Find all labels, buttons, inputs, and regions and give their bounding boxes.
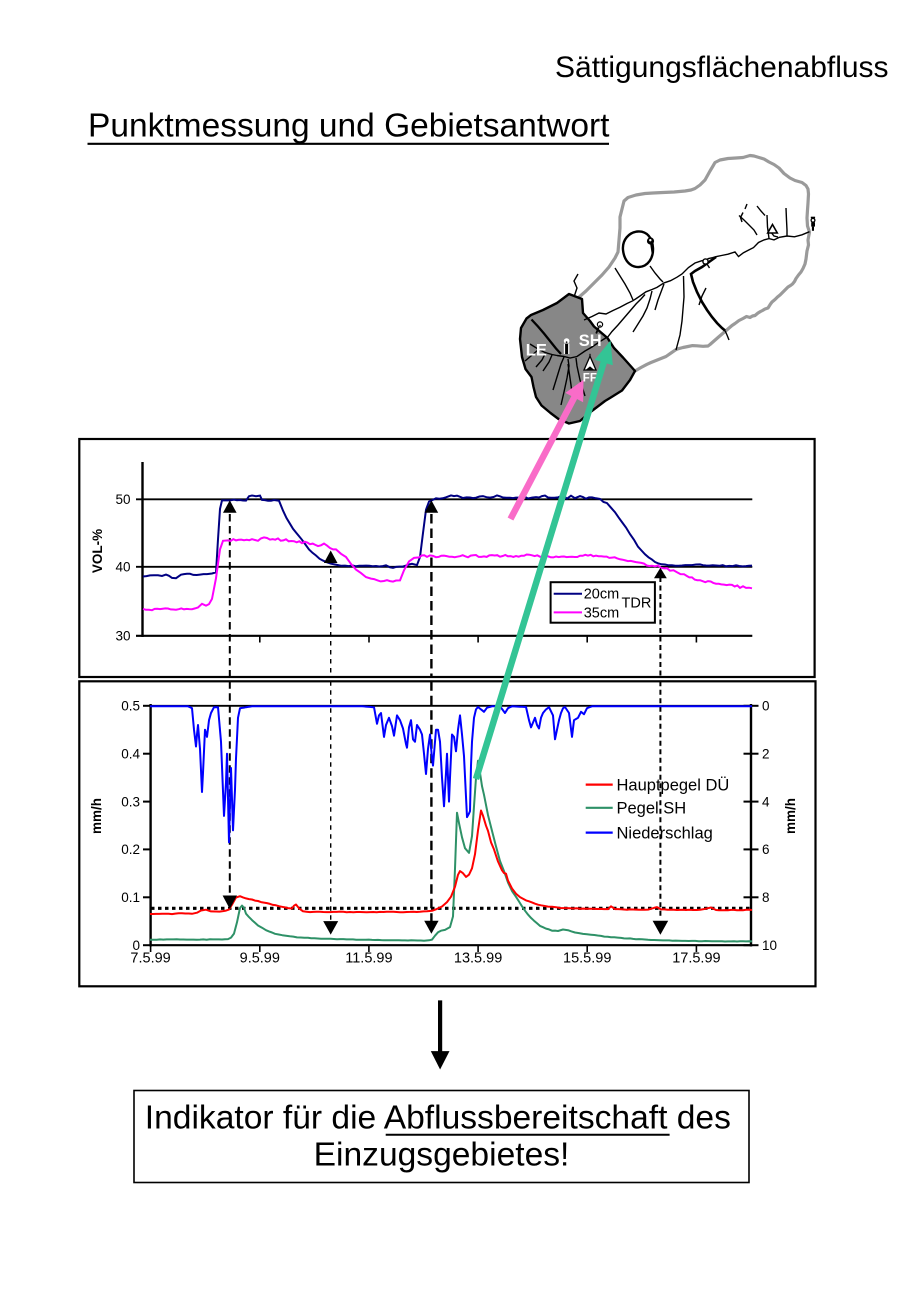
svg-text:mm/h: mm/h [783,798,798,834]
svg-text:8: 8 [762,890,770,905]
svg-text:0.3: 0.3 [121,794,140,809]
svg-text:2: 2 [762,747,770,762]
svg-text:Einzugsgebietes!: Einzugsgebietes! [314,1137,570,1174]
svg-text:7.5.99: 7.5.99 [130,951,170,967]
svg-text:LE: LE [526,342,547,360]
svg-text:0: 0 [132,938,140,953]
svg-text:Niederschlag: Niederschlag [617,824,713,842]
svg-text:13.5.99: 13.5.99 [454,951,502,967]
svg-text:4: 4 [762,794,770,809]
svg-text:0.4: 0.4 [121,747,140,762]
svg-text:6: 6 [762,842,770,857]
svg-text:11.5.99: 11.5.99 [345,951,392,967]
svg-text:Pegel SH: Pegel SH [617,800,687,818]
svg-text:0.1: 0.1 [121,890,140,905]
svg-text:10: 10 [762,938,777,953]
svg-text:20cm: 20cm [584,587,619,603]
svg-text:30: 30 [115,629,130,644]
svg-text:VOL-%: VOL-% [90,529,105,573]
svg-text:35cm: 35cm [584,605,619,621]
svg-text:40: 40 [115,560,130,575]
svg-text:9.5.99: 9.5.99 [240,951,280,967]
svg-text:17.5.99: 17.5.99 [672,951,720,967]
svg-text:0: 0 [762,699,770,714]
svg-text:TDR: TDR [622,596,652,612]
svg-text:Punktmessung und Gebietsantwor: Punktmessung und Gebietsantwort [88,108,610,145]
svg-text:15.5.99: 15.5.99 [563,951,611,967]
svg-text:SH: SH [579,332,602,350]
svg-text:0.5: 0.5 [121,699,140,714]
svg-text:0.2: 0.2 [121,842,140,857]
svg-text:Indikator für die Abflussberei: Indikator für die Abflussbereitschaft de… [145,1100,731,1137]
svg-text:Sättigungsflächenabfluss: Sättigungsflächenabfluss [555,51,889,84]
svg-text:mm/h: mm/h [89,798,104,834]
svg-text:Hauptpegel DÜ: Hauptpegel DÜ [617,776,730,794]
svg-text:FF: FF [583,373,597,385]
svg-text:50: 50 [115,492,130,507]
